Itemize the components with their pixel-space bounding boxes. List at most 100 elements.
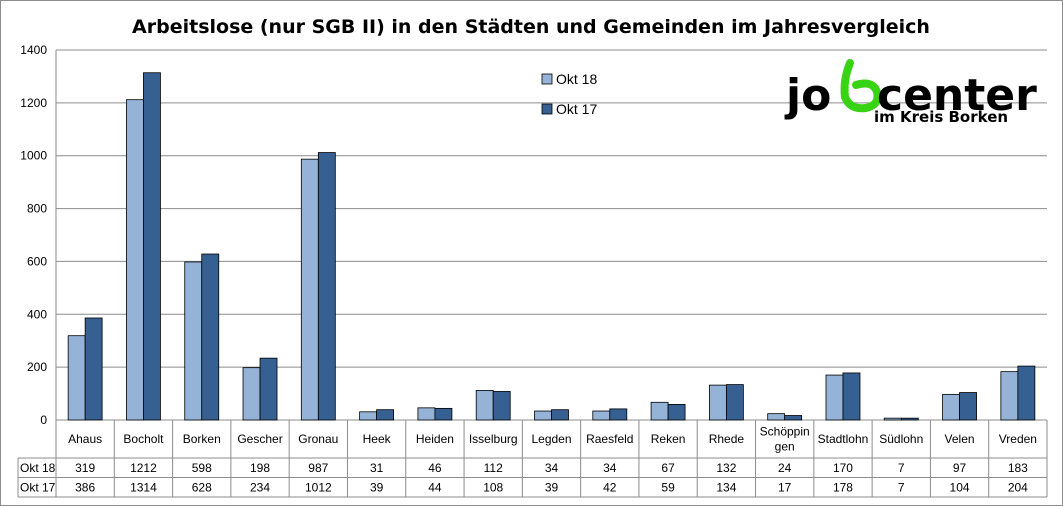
table-cell: 17 [778,480,792,494]
bar-okt-17 [784,415,803,421]
table-cell: 59 [661,480,675,494]
bar-okt-18 [1000,371,1019,421]
bar-okt-17 [84,317,103,421]
bar-okt-18 [67,335,86,421]
bar-okt-17 [900,417,919,421]
category-label: Heek [363,432,392,446]
table-cell: 24 [778,461,792,475]
category-label: Schöppin [760,425,810,439]
legend-label: Okt 17 [556,101,597,117]
table-row-header: Okt 17 [20,480,56,494]
table-cell: 987 [308,461,328,475]
bar-okt-18 [942,393,960,421]
bar-okt-17 [201,253,220,421]
table-cell: 97 [953,461,967,475]
bar-okt-17 [1017,365,1036,421]
bar-okt-18 [300,158,319,421]
category-label: Isselburg [469,432,518,446]
category-label: gen [775,440,795,454]
table-cell: 234 [250,480,270,494]
category-label: Gronau [298,432,338,446]
table-cell: 170 [833,461,853,475]
bar-okt-18 [708,384,727,421]
table-cell: 198 [250,461,270,475]
table-cell: 39 [545,480,559,494]
bar-okt-17 [725,384,744,421]
y-tick-label: 600 [27,254,47,268]
category-label: Gescher [237,432,282,446]
data-table: Ahaus Bocholt Borken Gescher Gronau Heek Heide… [17,420,1048,498]
y-tick-label: 0 [40,413,47,427]
category-label: Rhede [709,432,745,446]
category-label: Heiden [416,432,454,446]
table-cell: 67 [661,461,675,475]
bar-okt-18 [184,261,203,421]
y-axis: 0 200 400 600 800 1000 1200 1400 [20,43,57,427]
table-cell: 204 [1008,480,1028,494]
chart-title: Arbeitslose (nur SGB II) in den Städten … [132,16,930,38]
category-label: Südlohn [879,432,923,446]
table-cell: 7 [898,461,905,475]
table-cell: 178 [833,480,853,494]
table-cell: 44 [428,480,442,494]
table-cell: 7 [898,480,905,494]
table-cell: 31 [370,461,384,475]
bar-okt-18 [825,374,844,421]
bar-okt-17 [959,392,977,421]
table-cell: 134 [716,480,736,494]
bar-okt-17 [143,72,161,421]
bar-okt-18 [475,389,494,421]
table-cell: 183 [1008,461,1028,475]
legend: Okt 18 Okt 17 [541,71,597,117]
logo-subtitle: im Kreis Borken [874,108,1008,126]
bar-okt-18 [126,99,144,421]
y-tick-label: 1200 [20,96,47,110]
table-cell: 39 [370,480,384,494]
bar-okt-18 [767,413,786,421]
table-cell: 1012 [305,480,332,494]
table-cell: 319 [75,461,95,475]
bar-okt-18 [242,367,261,421]
table-cell: 598 [192,461,212,475]
category-label: Ahaus [68,432,102,446]
bar-okt-17 [667,404,686,421]
category-label: Raesfeld [586,432,633,446]
bar-okt-17 [317,152,336,421]
jobcenter-logo: jo center im Kreis Borken [784,59,1037,126]
table-row-header: Okt 18 [20,461,56,475]
y-tick-label: 1000 [20,149,47,163]
bar-okt-18 [417,407,436,421]
grid-lines [56,49,1047,421]
category-label: Stadtlohn [818,432,869,446]
table-cell: 112 [484,461,503,475]
bar-okt-17 [376,409,395,421]
logo-b-mark [840,59,882,113]
y-tick-label: 800 [27,202,47,216]
y-tick-label: 400 [27,307,47,321]
table-cell: 108 [483,480,503,494]
logo-text-right: center [877,70,1037,121]
bar-okt-17 [609,408,628,421]
bar-okt-17 [259,357,278,421]
table-cell: 386 [75,480,95,494]
bar-okt-18 [650,401,669,421]
category-label: Reken [651,432,686,446]
category-label: Legden [531,432,571,446]
logo-text-left: jo [784,70,831,121]
table-cell: 132 [716,461,736,475]
category-label: Velen [945,432,975,446]
table-cell: 628 [192,480,212,494]
legend-swatch [541,103,553,115]
table-cell: 46 [428,461,442,475]
table-cell: 42 [603,480,617,494]
bar-okt-17 [842,372,861,421]
bar-okt-17 [434,407,453,421]
table-cell: 1212 [130,461,157,475]
table-cell: 34 [603,461,617,475]
table-cell: 104 [950,480,970,494]
category-label: Vreden [999,432,1037,446]
table-cell: 1314 [130,480,157,494]
